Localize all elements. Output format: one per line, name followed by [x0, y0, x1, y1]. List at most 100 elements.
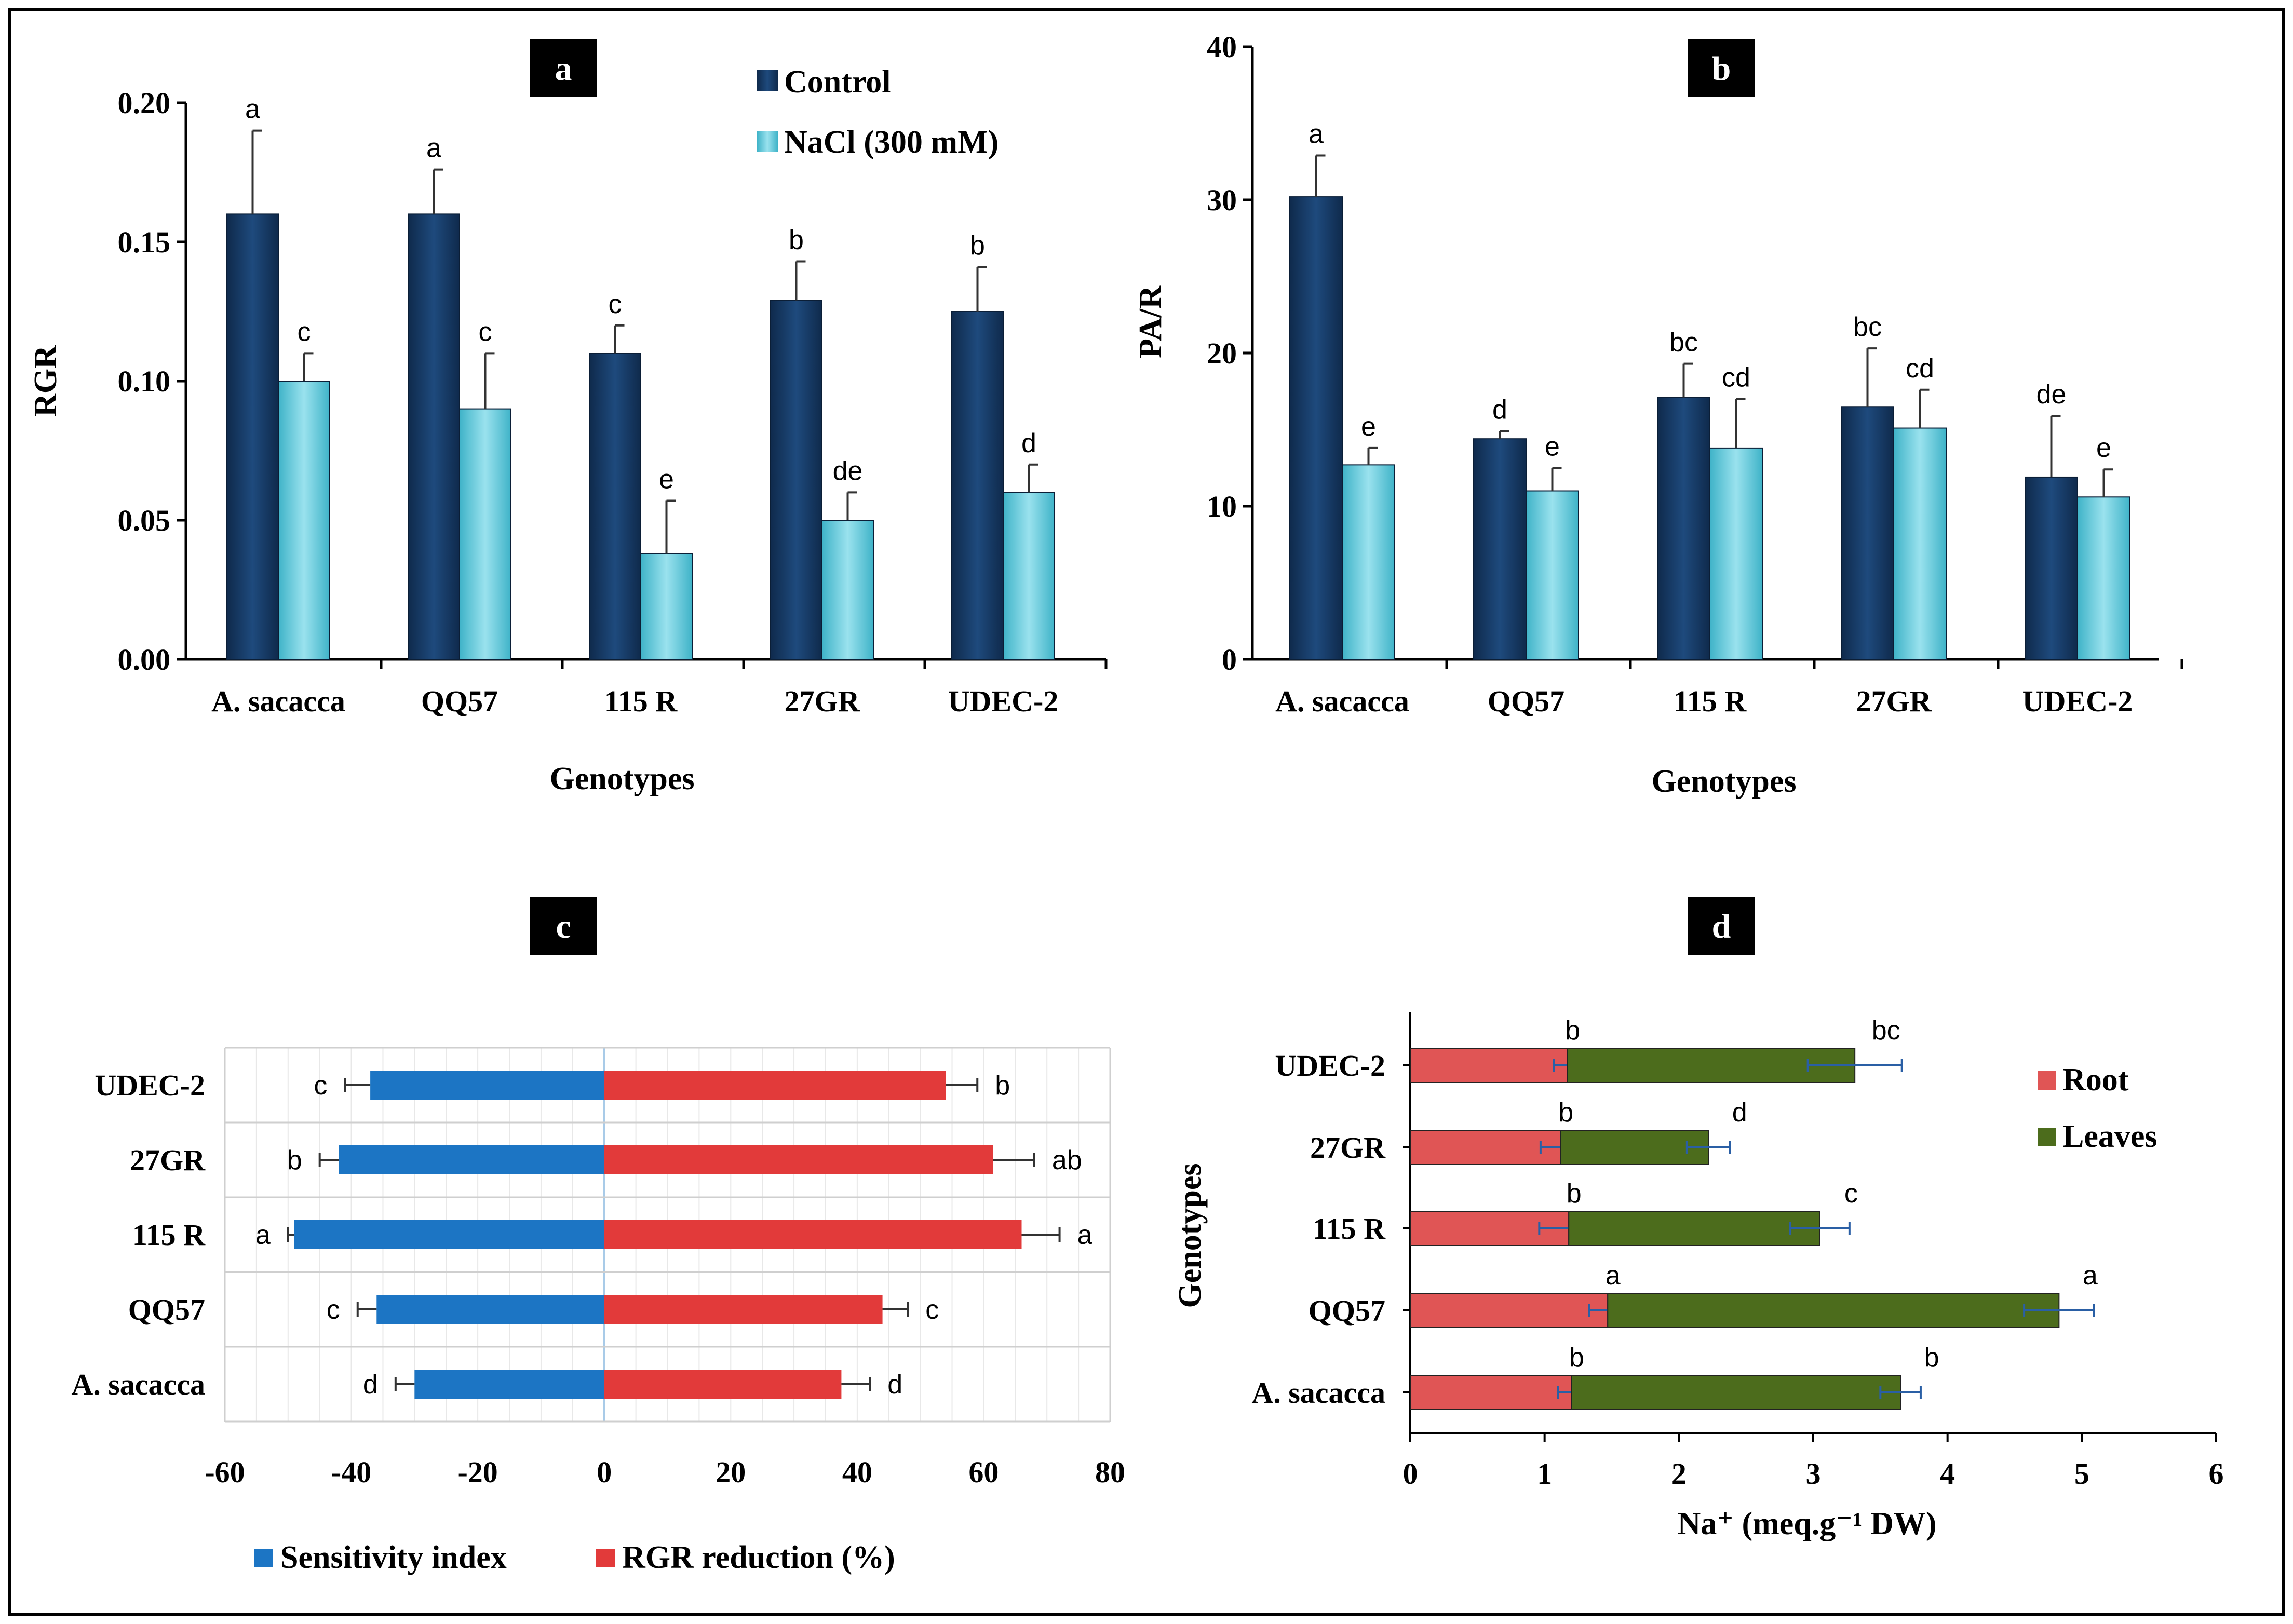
- a-xtick-label-27gr: 27GR: [785, 684, 860, 718]
- panel-d-y-axis-title: Genotypes: [1172, 1163, 1208, 1308]
- b-qq57-nacl-300-mm-bar: [1526, 490, 1579, 660]
- a-xtick-label-a-sacacca: A. sacacca: [211, 684, 345, 718]
- legend-leaves-swatch: [2038, 1128, 2056, 1146]
- d-xtick-label-0: 0: [1403, 1457, 1418, 1491]
- d-115-r-leaves-letter: c: [1844, 1179, 1858, 1209]
- b-115-r-control-bar: [1657, 397, 1710, 660]
- d-qq57-root-letter: a: [1606, 1261, 1621, 1291]
- c-a-sacacca-rgr-reduction-letter: d: [887, 1370, 902, 1400]
- d-qq57-leaves-letter: a: [2083, 1261, 2098, 1291]
- c-115-r-sensitivity-index-letter: a: [255, 1220, 271, 1250]
- c-a-sacacca-rgr-reduction-bar: [604, 1370, 842, 1399]
- panel-c-label: c: [556, 908, 571, 945]
- c-xtick-label-5: 40: [842, 1455, 872, 1489]
- b-xtick-label-27gr: 27GR: [1856, 684, 1932, 718]
- c-qq57-sensitivity-index-letter: c: [327, 1295, 340, 1325]
- legend-rgr-reduction-swatch: [596, 1549, 615, 1567]
- a-qq57-nacl-300-mm-letter: c: [479, 317, 492, 347]
- a-udec-2-control-letter: b: [970, 231, 985, 261]
- d-27gr-leaves-letter: d: [1732, 1098, 1747, 1128]
- b-27gr-nacl-300-mm-letter: cd: [1906, 354, 1934, 384]
- d-a-sacacca-root-bar: [1410, 1375, 1572, 1410]
- d-xtick-label-6: 6: [2209, 1457, 2224, 1491]
- c-ytick-label-udec-2: UDEC-2: [95, 1068, 205, 1102]
- panel-d-label-box: [1688, 897, 1755, 955]
- b-ytick-label-1: 10: [1207, 490, 1237, 523]
- legend-leaves-label: Leaves: [2062, 1119, 2157, 1154]
- d-a-sacacca-leaves-letter: b: [1924, 1343, 1939, 1373]
- panel-a: a 0.00 0.05 0.10 0.15 0.20 a c a c c e b de b d A. sa…: [28, 39, 1108, 796]
- a-qq57-control-bar: [408, 213, 460, 660]
- a-ytick-label-3: 0.15: [118, 225, 171, 259]
- c-xtick-label-4: 20: [716, 1455, 746, 1489]
- c-27gr-sensitivity-index-letter: b: [287, 1145, 302, 1175]
- a-a-sacacca-nacl-300-mm-bar: [278, 381, 330, 660]
- a-115-r-control-letter: c: [609, 289, 622, 319]
- a-ytick-label-1: 0.05: [118, 504, 171, 537]
- a-xtick-label-udec-2: UDEC-2: [948, 684, 1059, 718]
- c-xtick-label-3: 0: [597, 1455, 612, 1489]
- c-ytick-label-27gr: 27GR: [130, 1143, 206, 1177]
- a-115-r-control-bar: [589, 353, 641, 660]
- a-a-sacacca-control-letter: a: [245, 94, 260, 125]
- c-qq57-sensitivity-index-bar: [376, 1295, 604, 1324]
- legend-nacl-swatch: [757, 131, 778, 152]
- d-xtick-label-5: 5: [2074, 1457, 2089, 1491]
- d-qq57-root-bar: [1410, 1293, 1609, 1328]
- c-27gr-sensitivity-index-bar: [339, 1145, 604, 1174]
- b-xtick-label-a-sacacca: A. sacacca: [1275, 684, 1409, 718]
- panel-d-label: d: [1712, 908, 1731, 945]
- a-udec-2-control-bar: [951, 311, 1004, 660]
- a-27gr-nacl-300-mm-bar: [821, 520, 874, 660]
- b-27gr-nacl-300-mm-bar: [1893, 427, 1947, 660]
- b-ytick-label-2: 20: [1207, 336, 1237, 370]
- b-udec-2-nacl-300-mm-bar: [2077, 496, 2130, 660]
- legend-sensitivity-swatch: [254, 1549, 273, 1567]
- d-xtick-label-3: 3: [1806, 1457, 1821, 1491]
- panel-b-x-axis-title: Genotypes: [1652, 764, 1797, 799]
- panel-a-label: a: [555, 50, 572, 88]
- legend-control-swatch: [757, 70, 778, 91]
- legend-sensitivity-label: Sensitivity index: [280, 1540, 507, 1575]
- b-ytick-label-4: 40: [1207, 30, 1237, 64]
- figure-frame: [8, 8, 2285, 1616]
- a-udec-2-nacl-300-mm-letter: d: [1021, 428, 1036, 458]
- a-qq57-control-letter: a: [426, 133, 441, 164]
- a-27gr-control-bar: [770, 300, 822, 660]
- b-udec-2-nacl-300-mm-letter: e: [2096, 433, 2111, 463]
- a-a-sacacca-control-bar: [226, 213, 279, 660]
- a-27gr-nacl-300-mm-letter: de: [833, 456, 863, 486]
- d-27gr-root-bar: [1410, 1130, 1561, 1165]
- c-qq57-rgr-reduction-bar: [604, 1295, 883, 1324]
- a-udec-2-nacl-300-mm-bar: [1003, 492, 1055, 660]
- c-xtick-label-2: -20: [457, 1455, 497, 1489]
- c-115-r-rgr-reduction-bar: [604, 1220, 1022, 1249]
- c-ytick-label-qq57: QQ57: [128, 1293, 205, 1327]
- panel-a-y-axis-title: RGR: [28, 345, 63, 417]
- c-27gr-rgr-reduction-letter: ab: [1052, 1145, 1082, 1175]
- legend-root-label: Root: [2062, 1062, 2129, 1098]
- d-ytick-label-27gr: 27GR: [1310, 1131, 1386, 1165]
- d-udec-2-leaves-letter: bc: [1872, 1016, 1900, 1046]
- b-a-sacacca-control-bar: [1289, 196, 1343, 660]
- b-115-r-control-letter: bc: [1669, 328, 1698, 358]
- panel-d-x-axis-title: Na⁺ (meq.g⁻¹ DW): [1677, 1506, 1936, 1541]
- d-115-r-root-letter: b: [1567, 1179, 1582, 1209]
- a-ytick-label-4: 0.20: [118, 86, 171, 120]
- d-27gr-leaves-bar: [1560, 1130, 1709, 1165]
- d-udec-2-root-bar: [1410, 1048, 1568, 1083]
- b-115-r-nacl-300-mm-letter: cd: [1722, 363, 1750, 393]
- panel-a-label-box: [530, 39, 597, 97]
- b-xtick-label-udec-2: UDEC-2: [2022, 684, 2133, 718]
- legend-control-label: Control: [784, 64, 891, 100]
- c-xtick-label-6: 60: [968, 1455, 999, 1489]
- b-qq57-control-letter: d: [1492, 395, 1507, 425]
- c-a-sacacca-sensitivity-index-letter: d: [363, 1370, 378, 1400]
- c-udec-2-rgr-reduction-bar: [604, 1071, 946, 1100]
- d-a-sacacca-leaves-bar: [1571, 1375, 1901, 1410]
- b-27gr-control-bar: [1841, 406, 1894, 660]
- d-115-r-leaves-bar: [1568, 1211, 1820, 1246]
- b-xtick-label-115-r: 115 R: [1674, 684, 1747, 718]
